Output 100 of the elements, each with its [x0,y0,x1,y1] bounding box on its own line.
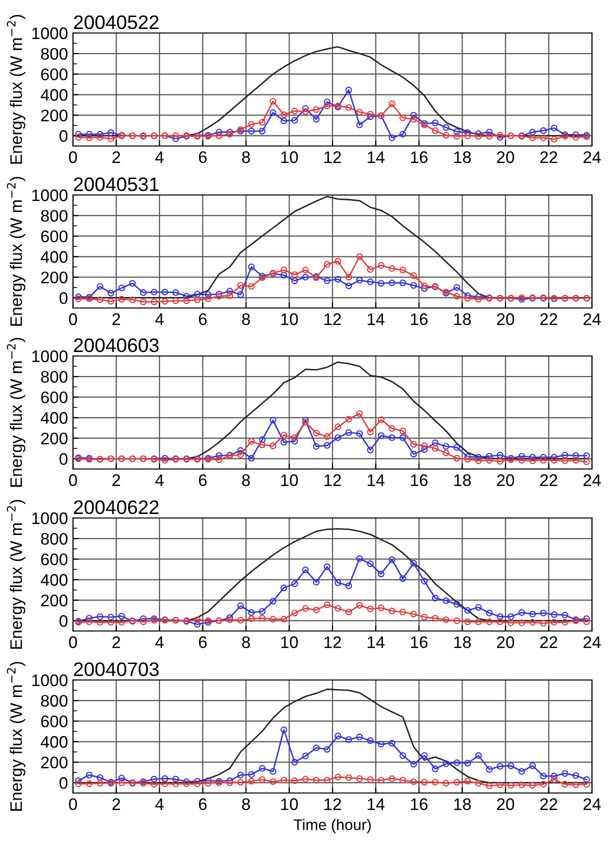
y-tick-label: 200 [41,756,68,768]
point [496,762,504,770]
point [540,610,547,616]
point [108,129,114,136]
point [312,606,320,614]
point [583,458,590,466]
point [345,86,352,94]
point [237,778,244,786]
point [237,451,244,458]
y-tick-label: 0 [60,292,68,304]
point [96,613,104,620]
point [442,443,450,450]
x-tick-label: 8 [242,313,250,326]
point [496,458,504,465]
x-tick-label: 10 [281,151,298,164]
point [367,278,374,286]
point [258,442,266,448]
point [86,772,93,778]
x-tick-label: 24 [584,474,601,486]
y-tick-label: 0 [60,777,68,789]
point [432,766,439,772]
y-tick-label: 1000 [32,350,68,362]
point [518,781,526,788]
point [291,434,298,441]
point [312,116,320,123]
x-tick-label: 12 [324,636,341,648]
point [118,284,125,292]
point [562,457,568,464]
point [464,618,471,626]
point [118,774,125,782]
point [367,428,374,436]
y-axis-title: Energy flux (W m$^{−2}$) [6,14,26,164]
x-tick-label: 4 [155,474,164,486]
y-tick-label: 800 [41,48,68,60]
point [454,292,460,300]
point [540,127,547,134]
point [486,456,493,464]
point [324,277,330,284]
x-tick-label: 20 [497,798,514,810]
point [334,774,342,780]
point [410,112,417,119]
point [421,778,428,786]
point [475,457,482,464]
point [291,610,298,616]
point [378,740,384,748]
point [270,778,276,786]
point [302,274,309,281]
point [302,566,309,574]
point [194,616,201,624]
point [464,607,471,614]
point [562,618,568,626]
point [540,620,547,627]
point [540,134,547,142]
x-tick-label: 4 [155,798,164,810]
x-tick-label: 24 [584,151,601,163]
point [388,775,396,782]
point [86,134,93,142]
point [454,132,460,140]
x-tick-label: 12 [324,313,341,325]
x-tick-label: 18 [454,313,471,326]
point [96,130,104,138]
chart-title: 20040603 [74,338,159,352]
point [280,111,288,118]
x-tick-label: 2 [112,313,120,325]
point [356,410,363,417]
point [108,290,114,296]
point [291,777,298,784]
point [204,295,212,302]
point [583,780,590,788]
point [550,776,558,783]
point [432,614,439,622]
point [410,778,417,786]
point [140,615,147,622]
y-tick-label: 0 [60,453,68,465]
point [464,129,471,136]
point [550,124,558,132]
point [150,288,158,296]
point [421,752,428,759]
point [270,416,276,424]
point [302,776,309,782]
point [280,438,288,446]
point [248,615,255,622]
point [334,732,342,740]
y-axis-title: Energy flux (W m$^{−2}$) [6,176,26,326]
x-tick-label: 10 [281,636,298,648]
x-tick-label: 22 [540,474,558,486]
point [464,453,471,460]
point [475,454,482,461]
point [421,446,428,453]
point [258,128,266,134]
point [388,134,396,142]
point [508,782,514,789]
point [550,772,558,780]
point [378,280,384,287]
y-tick-label: 400 [40,574,68,586]
point [356,555,363,562]
y-tick-label: 1000 [32,189,68,202]
x-tick-label: 18 [454,798,471,810]
point [421,614,428,620]
point [454,128,460,135]
